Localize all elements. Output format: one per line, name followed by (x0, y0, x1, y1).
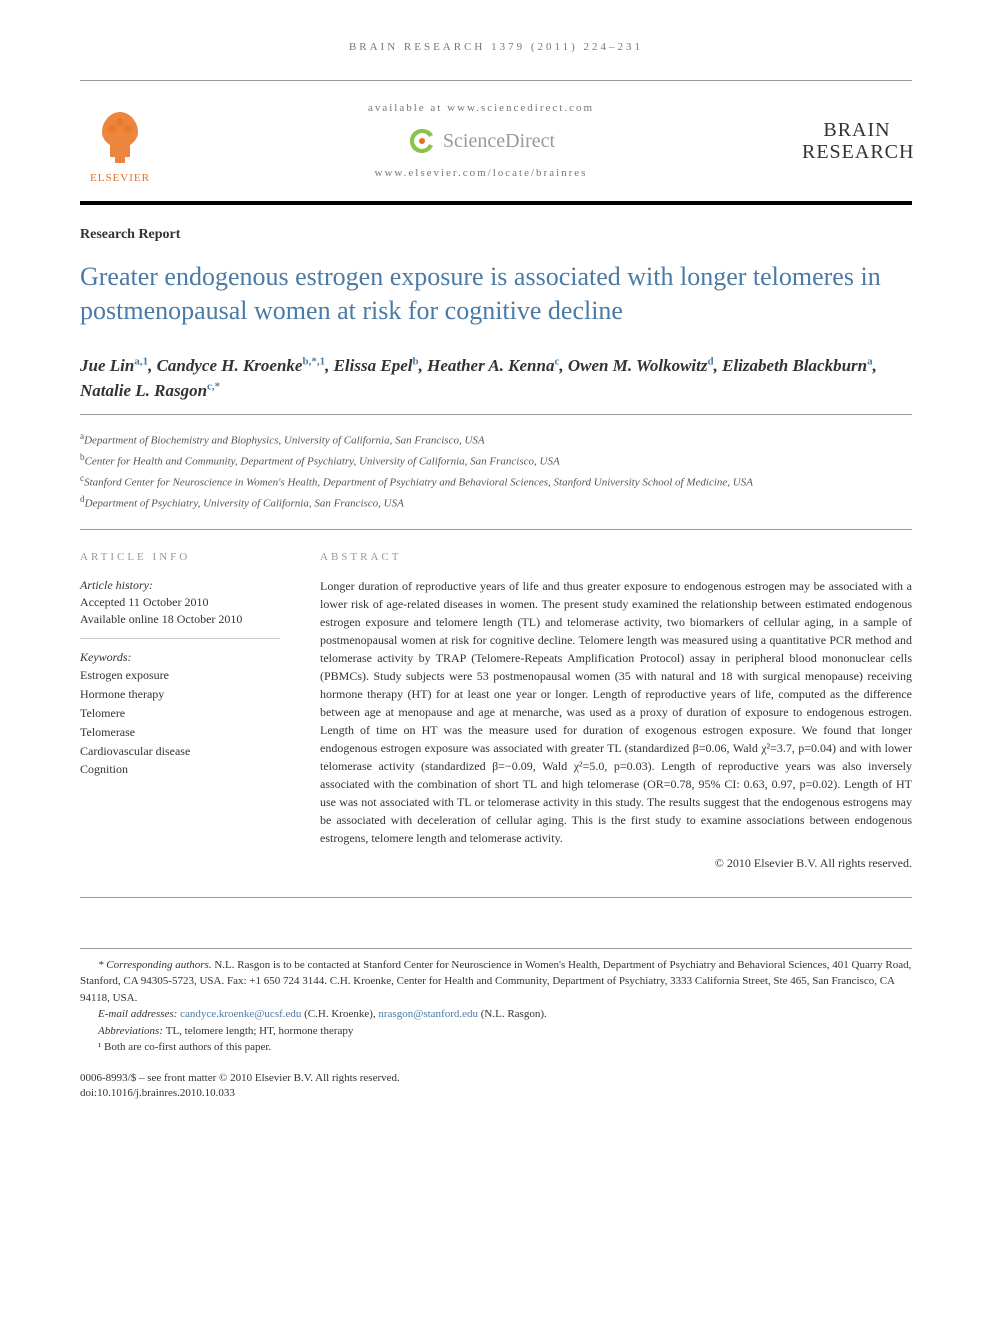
affiliation-item: dDepartment of Psychiatry, University of… (80, 493, 912, 512)
keyword-item: Estrogen exposure (80, 667, 280, 684)
author-list: Jue Lina,1, Candyce H. Kroenkeb,*,1, Eli… (80, 353, 912, 415)
email-who-2: (N.L. Rasgon). (478, 1008, 547, 1020)
keyword-item: Cardiovascular disease (80, 743, 280, 760)
email-link-1[interactable]: candyce.kroenke@ucsf.edu (180, 1008, 301, 1020)
article-info-column: ARTICLE INFO Article history: Accepted 1… (80, 550, 280, 872)
sciencedirect-logo: ScienceDirect (407, 126, 555, 156)
affiliation-item: cStanford Center for Neuroscience in Wom… (80, 472, 912, 491)
cofirst-authors-note: ¹ Both are co-first authors of this pape… (80, 1039, 912, 1056)
affiliation-item: aDepartment of Biochemistry and Biophysi… (80, 430, 912, 449)
article-info-heading: ARTICLE INFO (80, 550, 280, 565)
keywords-label: Keywords: (80, 649, 280, 666)
corresponding-label: * Corresponding authors. (98, 959, 212, 971)
doi-line: doi:10.1016/j.brainres.2010.10.033 (80, 1086, 912, 1101)
journal-logo-line2: RESEARCH (802, 141, 912, 163)
article-type: Research Report (80, 225, 912, 245)
abbrev-label: Abbreviations: (98, 1025, 166, 1037)
header-center: available at www.sciencedirect.com Scien… (160, 101, 802, 182)
email-label: E-mail addresses: (98, 1008, 180, 1020)
online-date: Available online 18 October 2010 (80, 611, 280, 628)
sciencedirect-text: ScienceDirect (443, 127, 555, 155)
abstract-heading: ABSTRACT (320, 550, 912, 565)
keyword-item: Telomerase (80, 724, 280, 741)
journal-cover-logo: BRAIN RESEARCH (802, 119, 912, 163)
keywords-block: Keywords: Estrogen exposure Hormone thera… (80, 649, 280, 779)
abstract-column: ABSTRACT Longer duration of reproductive… (320, 550, 912, 872)
journal-homepage-link: www.elsevier.com/locate/brainres (160, 166, 802, 181)
journal-reference: BRAIN RESEARCH 1379 (2011) 224–231 (80, 40, 912, 55)
email-link-2[interactable]: nrasgon@stanford.edu (378, 1008, 478, 1020)
doi-block: 0006-8993/$ – see front matter © 2010 El… (80, 1071, 912, 1102)
available-at-text: available at www.sciencedirect.com (160, 101, 802, 116)
affiliations-list: aDepartment of Biochemistry and Biophysi… (80, 430, 912, 530)
keyword-item: Hormone therapy (80, 686, 280, 703)
keyword-item: Cognition (80, 761, 280, 778)
keyword-item: Telomere (80, 705, 280, 722)
accepted-date: Accepted 11 October 2010 (80, 594, 280, 611)
sciencedirect-swirl-icon (407, 126, 437, 156)
footnotes: * Corresponding authors. N.L. Rasgon is … (80, 948, 912, 1056)
abstract-text: Longer duration of reproductive years of… (320, 577, 912, 847)
elsevier-tree-icon (90, 107, 150, 167)
article-title: Greater endogenous estrogen exposure is … (80, 260, 912, 328)
email-addresses-line: E-mail addresses: candyce.kroenke@ucsf.e… (80, 1006, 912, 1023)
front-matter-line: 0006-8993/$ – see front matter © 2010 El… (80, 1071, 912, 1086)
article-history-block: Article history: Accepted 11 October 201… (80, 577, 280, 638)
info-abstract-row: ARTICLE INFO Article history: Accepted 1… (80, 550, 912, 898)
abbreviations-line: Abbreviations: TL, telomere length; HT, … (80, 1023, 912, 1040)
header-banner: ELSEVIER available at www.sciencedirect.… (80, 80, 912, 205)
history-label: Article history: (80, 577, 280, 594)
elsevier-logo: ELSEVIER (80, 96, 160, 186)
elsevier-label: ELSEVIER (90, 171, 150, 186)
email-who-1: (C.H. Kroenke), (301, 1008, 378, 1020)
abstract-copyright: © 2010 Elsevier B.V. All rights reserved… (320, 855, 912, 872)
affiliation-item: bCenter for Health and Community, Depart… (80, 451, 912, 470)
journal-logo-line1: BRAIN (802, 119, 912, 141)
abbrev-text: TL, telomere length; HT, hormone therapy (166, 1025, 354, 1037)
corresponding-authors-note: * Corresponding authors. N.L. Rasgon is … (80, 957, 912, 1007)
